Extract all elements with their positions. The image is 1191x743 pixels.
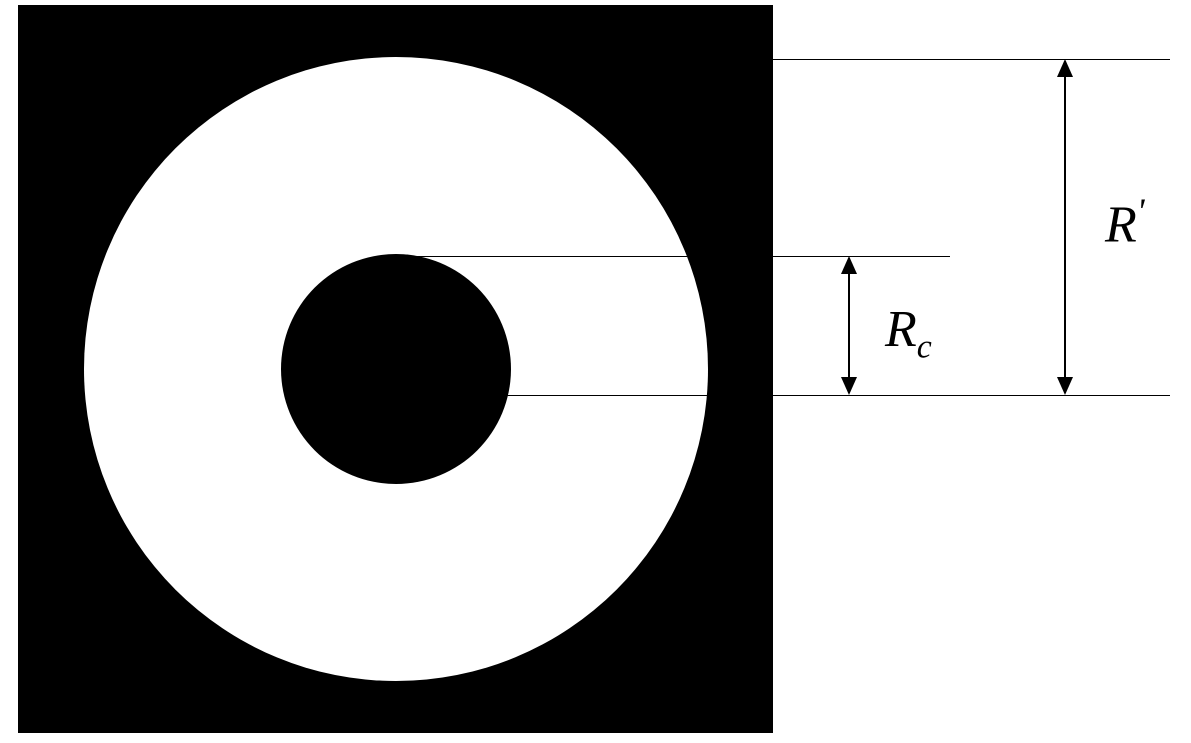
guide-line-mid-lower (505, 395, 1170, 396)
dimension-rc-arrow-down (841, 377, 857, 395)
label-rc: Rc (885, 300, 932, 366)
guide-line-mid-upper (414, 256, 950, 257)
label-r-prime: R' (1105, 190, 1145, 254)
dimension-r-prime-arrow-down (1057, 377, 1073, 395)
dimension-rc-shaft (848, 258, 850, 393)
inner-circle (281, 254, 511, 484)
dimension-r-prime-arrow-up (1057, 59, 1073, 77)
dimension-rc-arrow-up (841, 256, 857, 274)
guide-line-top (705, 59, 1170, 60)
dimension-r-prime-shaft (1064, 61, 1066, 393)
annulus-diagram: R' Rc (0, 0, 1191, 743)
